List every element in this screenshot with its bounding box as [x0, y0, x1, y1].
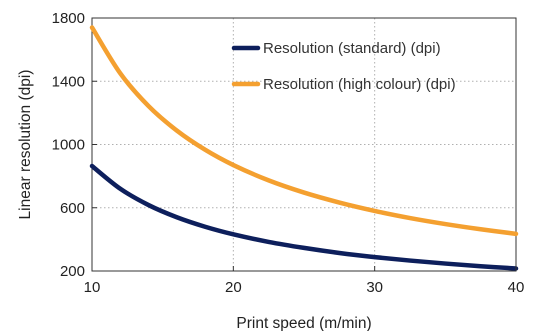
x-tick-label: 10 [84, 279, 101, 296]
x-tick-label: 30 [366, 279, 383, 296]
y-tick-label: 200 [60, 263, 85, 280]
y-axis-ticks: 200 600 1000 1400 1800 [52, 10, 97, 280]
y-axis-label: Linear resolution (dpi) [17, 70, 34, 220]
legend: Resolution (standard) (dpi) Resolution (h… [231, 40, 456, 93]
series-line [89, 25, 519, 237]
x-tick-label: 20 [225, 279, 242, 296]
legend-label: Resolution (standard) (dpi) [263, 40, 441, 57]
x-tick-label: 40 [508, 279, 525, 296]
legend-label: Resolution (high colour) (dpi) [263, 76, 456, 93]
y-tick-label: 1000 [52, 137, 85, 154]
grid [92, 18, 516, 271]
x-axis-label: Print speed (m/min) [236, 315, 371, 331]
y-tick-label: 1800 [52, 10, 85, 27]
y-tick-label: 600 [60, 200, 85, 217]
series-line [89, 163, 519, 271]
x-axis-ticks: 10 20 30 40 [84, 266, 525, 296]
y-tick-label: 1400 [52, 73, 85, 90]
series-layer [89, 25, 519, 271]
